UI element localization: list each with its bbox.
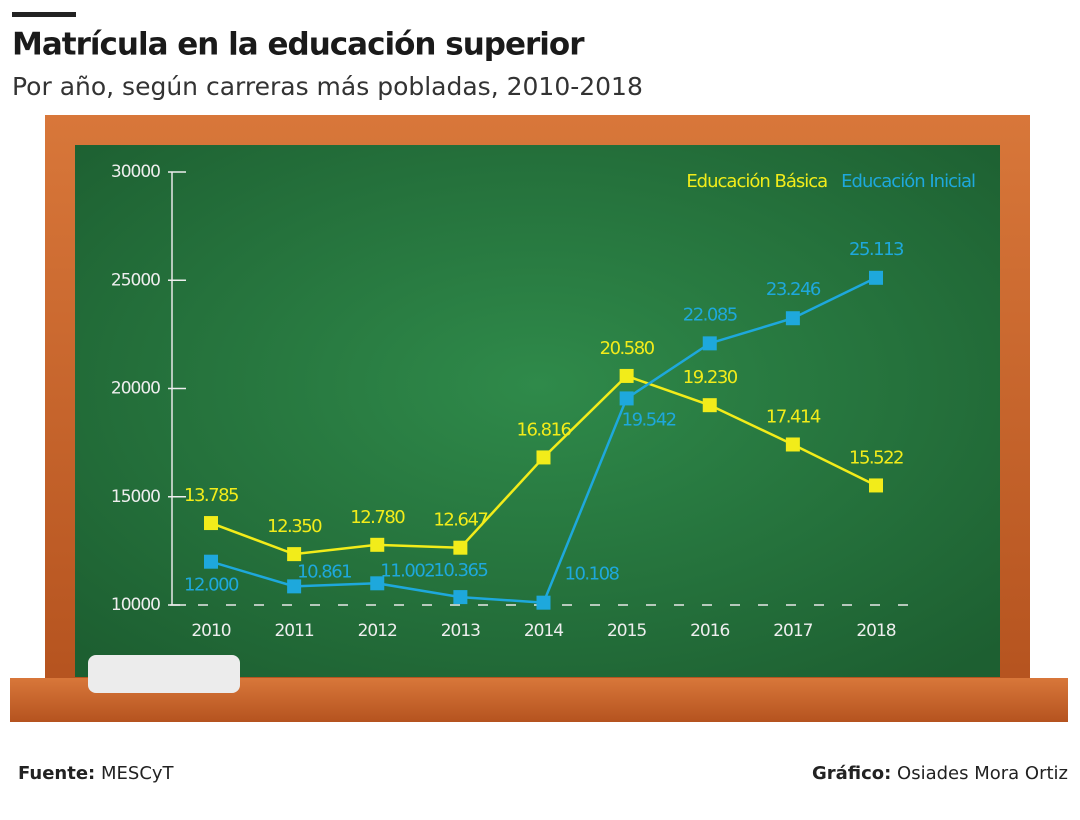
point: [370, 537, 385, 552]
credit-label: Gráfico:: [812, 763, 891, 784]
point: [785, 311, 800, 326]
point: [869, 478, 883, 493]
point: [453, 590, 468, 605]
value-label: 16.816: [517, 419, 572, 440]
x-tick-label: 2010: [191, 621, 230, 641]
value-label: 22.085: [683, 304, 737, 325]
value-label: 10.365: [433, 560, 487, 581]
chart-subtitle: Por año, según carreras más pobladas, 20…: [12, 72, 643, 101]
value-label: 17.414: [766, 406, 821, 427]
x-tick-label: 2014: [524, 621, 563, 641]
x-tick-label: 2016: [690, 621, 729, 641]
point: [702, 398, 717, 413]
point: [785, 437, 800, 452]
x-tick-label: 2013: [441, 621, 480, 641]
x-tick-label: 2018: [856, 621, 895, 641]
y-tick-label: 30000: [111, 162, 160, 182]
eraser: [88, 655, 240, 693]
source-value: MESCyT: [101, 763, 175, 784]
point: [287, 547, 302, 562]
point: [702, 336, 717, 351]
x-tick-label: 2015: [607, 621, 646, 641]
legend-entry: Educación Básica: [686, 171, 827, 192]
value-label: 19.230: [683, 367, 738, 388]
y-tick-label: 25000: [111, 270, 160, 290]
y-tick-label: 20000: [111, 379, 160, 399]
point: [536, 595, 551, 610]
value-label: 15.522: [849, 447, 903, 468]
point: [204, 554, 218, 569]
x-tick-label: 2012: [358, 621, 397, 641]
title-rule: [12, 12, 76, 17]
point: [869, 270, 883, 285]
point: [204, 516, 218, 531]
value-label: 12.780: [350, 507, 405, 528]
credit: Gráfico: Osiades Mora Ortiz: [812, 763, 1068, 784]
value-label: 10.108: [565, 564, 620, 585]
value-label: 11.002: [380, 560, 434, 581]
value-label: 12.647: [433, 510, 487, 531]
point: [453, 540, 468, 555]
credit-value: Osiades Mora Ortiz: [897, 763, 1068, 784]
source: Fuente: MESCyT: [18, 763, 175, 784]
value-label: 13.785: [184, 485, 238, 506]
legend-entry: Educación Inicial: [841, 171, 975, 192]
y-tick-label: 10000: [111, 595, 160, 615]
value-label: 12.350: [267, 516, 322, 537]
board: [75, 145, 1000, 677]
point: [536, 450, 551, 465]
point: [619, 368, 634, 383]
x-tick-label: 2011: [274, 621, 313, 641]
value-label: 10.861: [297, 561, 351, 582]
value-label: 19.542: [622, 409, 676, 430]
value-label: 25.113: [849, 239, 904, 260]
chart-title: Matrícula en la educación superior: [12, 27, 585, 63]
x-tick-label: 2017: [773, 621, 812, 641]
value-label: 12.000: [184, 575, 239, 596]
point: [370, 576, 385, 591]
point: [619, 391, 634, 406]
value-label: 23.246: [766, 279, 821, 300]
value-label: 20.580: [600, 338, 655, 359]
y-tick-label: 15000: [111, 487, 160, 507]
point: [287, 579, 302, 594]
source-label: Fuente:: [18, 763, 95, 784]
